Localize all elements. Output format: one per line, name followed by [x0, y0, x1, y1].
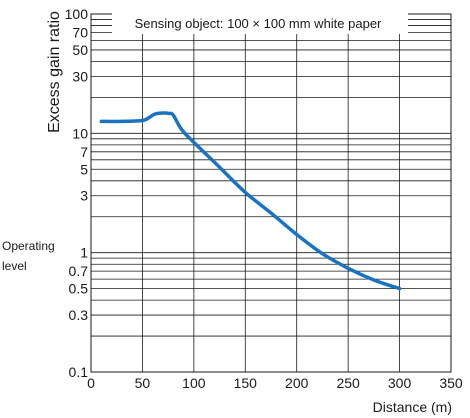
- y-tick-label: 0.3: [69, 307, 89, 323]
- y-tick-labels: 0.1 0.3 0.5 0.7 1 3 57 10 30 50 70 100: [65, 6, 89, 380]
- operating-level-label: Operating level: [2, 239, 58, 273]
- y-tick-label: 30: [72, 68, 88, 84]
- y-tick-label: 7: [80, 144, 88, 160]
- y-axis-label: Excess gain ratio: [46, 11, 63, 133]
- x-tick-label: 200: [285, 375, 309, 391]
- x-tick-label: 0: [87, 375, 95, 391]
- vertical-grid: [90, 14, 452, 372]
- operating-level-line-1: Operating: [2, 239, 55, 253]
- y-tick-label: 1: [80, 245, 88, 261]
- x-axis-label: Distance (m): [373, 399, 452, 415]
- x-tick-label: 250: [336, 375, 360, 391]
- y-tick-label: 50: [72, 42, 88, 58]
- operating-level-line-2: level: [2, 259, 27, 273]
- x-tick-label: 100: [182, 375, 206, 391]
- x-tick-label: 300: [388, 375, 412, 391]
- y-tick-label: 0.7: [69, 263, 89, 279]
- annotation-box: [112, 13, 408, 34]
- y-tick-label: 10: [72, 125, 88, 141]
- horizontal-grid: [91, 13, 451, 373]
- series-layer: [99, 111, 402, 291]
- x-tick-label: 350: [439, 375, 463, 391]
- y-tick-label: 0.1: [69, 364, 89, 380]
- x-tick-label: 150: [234, 375, 258, 391]
- y-tick-label: 100: [65, 6, 89, 22]
- plot-frame: [90, 13, 452, 373]
- y-tick-label: 0.5: [69, 281, 89, 297]
- y-tick-label: 70: [72, 24, 88, 40]
- series-line: [99, 111, 402, 291]
- y-tick-label: 5: [80, 161, 88, 177]
- annotation-text: Sensing object: 100 × 100 mm white paper: [135, 16, 382, 31]
- x-tick-labels: 0 50 100 150 200 250 300 350: [87, 375, 463, 391]
- y-tick-label: 3: [80, 188, 88, 204]
- x-tick-label: 50: [135, 375, 151, 391]
